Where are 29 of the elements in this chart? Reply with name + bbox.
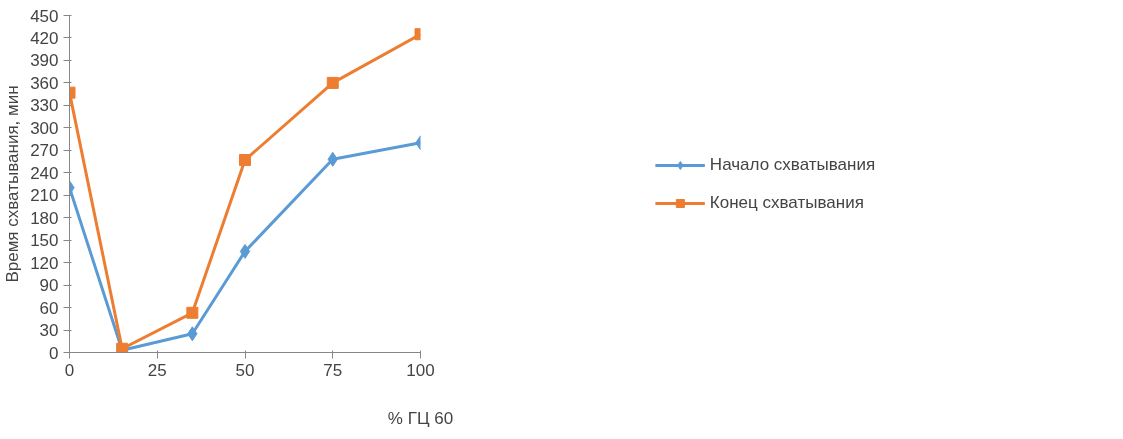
point xyxy=(186,306,199,319)
y-tick-label: 360 xyxy=(30,73,59,93)
x-tick-label: 100 xyxy=(406,360,435,380)
x-tick-label: 25 xyxy=(147,360,167,380)
x-tick-label: 50 xyxy=(235,360,255,380)
y-tick-label: 450 xyxy=(30,6,59,26)
x-tick-label: 0 xyxy=(64,360,75,380)
legend-label: Начало схватывания xyxy=(709,154,876,175)
y-tick-label: 60 xyxy=(39,298,59,318)
point xyxy=(326,76,339,89)
point xyxy=(239,154,251,167)
point xyxy=(239,243,251,259)
x-axis-title: % ГЦ 60 xyxy=(387,408,454,428)
y-tick-label: 270 xyxy=(30,141,59,161)
y-tick-label: 390 xyxy=(30,51,59,71)
legend-label: Конец схватывания xyxy=(709,192,864,213)
y-tick-label: 180 xyxy=(30,208,59,228)
y-tick-label: 420 xyxy=(30,28,59,48)
y-tick-label: 0 xyxy=(49,343,59,363)
x-tick-label: 75 xyxy=(323,360,343,380)
y-tick-label: 30 xyxy=(39,321,59,341)
y-tick-label: 300 xyxy=(30,118,59,138)
y-tick-label: 210 xyxy=(30,186,59,206)
y-tick-label: 90 xyxy=(39,276,59,296)
y-tick-label: 240 xyxy=(30,163,59,183)
y-axis-title: Время схватывания, мин xyxy=(3,85,23,283)
y-tick-label: 120 xyxy=(30,253,59,273)
y-tick-label: 150 xyxy=(30,231,59,251)
y-tick-label: 330 xyxy=(30,96,59,116)
